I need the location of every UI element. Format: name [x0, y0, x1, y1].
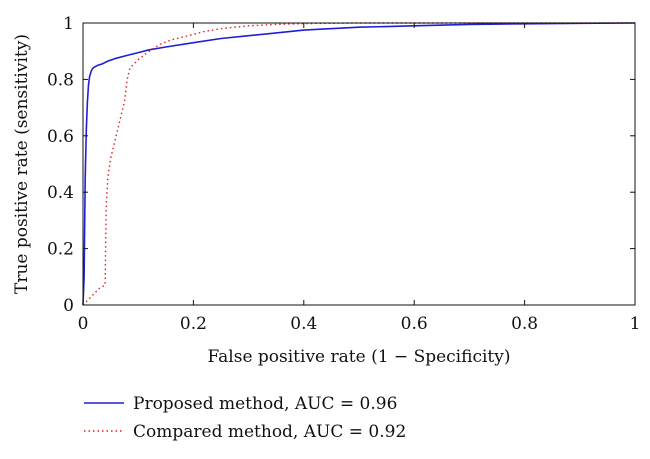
plot-frame: [82, 22, 636, 306]
series-line-proposed: [82, 22, 636, 306]
y-axis-title: True positive rate (sensitivity): [12, 34, 32, 294]
y-tick-label: 0.4: [47, 183, 74, 203]
x-tick-label: 0.2: [180, 314, 207, 334]
x-axis-title: False positive rate (1 − Specificity): [208, 347, 511, 367]
legend: Proposed method, AUC = 0.96 Compared meth…: [84, 394, 406, 442]
plot-lines: [82, 22, 636, 306]
axis-ticks: [82, 22, 636, 306]
x-tick-label: 0: [78, 314, 89, 334]
y-tick-label: 1: [63, 14, 74, 34]
axis-tick-labels: 0 0.2 0.4 0.6 0.8 1 0 0.2 0.4 0.6 0.8 1: [47, 14, 640, 334]
series-line-compared: [82, 22, 635, 306]
y-tick-label: 0: [63, 296, 74, 316]
x-tick-label: 0.8: [511, 314, 538, 334]
y-tick-label: 0.6: [47, 127, 74, 147]
legend-label: Proposed method, AUC = 0.96: [133, 394, 397, 414]
y-tick-label: 0.8: [47, 70, 74, 90]
x-tick-label: 1: [630, 314, 641, 334]
x-tick-label: 0.6: [401, 314, 428, 334]
x-tick-label: 0.4: [290, 314, 317, 334]
y-tick-label: 0.2: [47, 240, 74, 260]
legend-label: Compared method, AUC = 0.92: [133, 422, 406, 442]
